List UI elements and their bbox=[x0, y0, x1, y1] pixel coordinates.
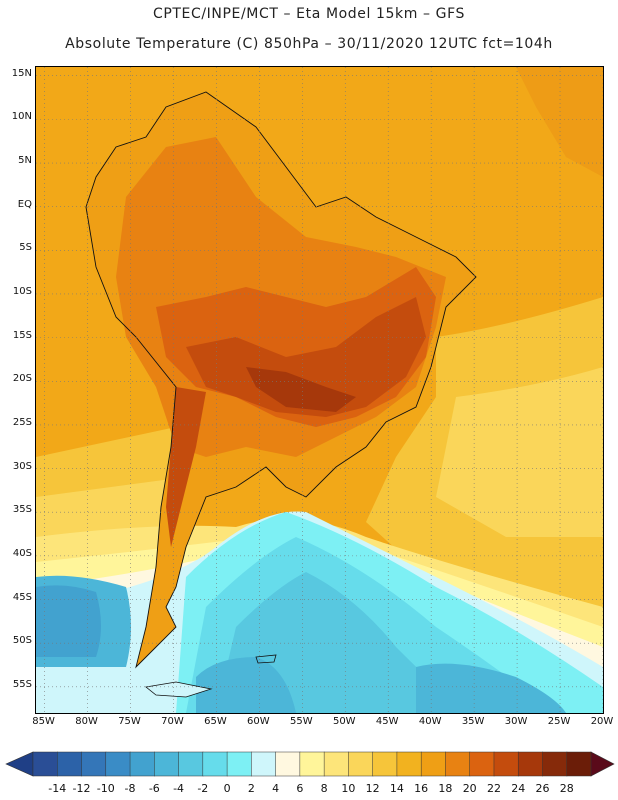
colorbar-tick-label: 4 bbox=[272, 782, 280, 795]
colorbar-tick-label: 10 bbox=[341, 782, 356, 795]
colorbar-tick-label: 26 bbox=[535, 782, 550, 795]
colorbar-tick-label: 14 bbox=[389, 782, 404, 795]
colorbar-tick-label: 28 bbox=[559, 782, 574, 795]
colorbar-segment bbox=[493, 751, 519, 777]
lat-tick-label: 5N bbox=[18, 155, 32, 167]
colorbar-tick-label: 18 bbox=[438, 782, 453, 795]
colorbar-tick-label: 12 bbox=[365, 782, 380, 795]
lat-tick-label: 15S bbox=[12, 329, 32, 341]
colorbar-segment bbox=[372, 751, 398, 777]
colorbar-tick-label: 0 bbox=[223, 782, 231, 795]
lat-tick-label: 20S bbox=[12, 373, 32, 385]
colorbar-tick-label: 8 bbox=[320, 782, 328, 795]
lat-tick-label: 25S bbox=[12, 416, 32, 428]
lon-tick-label: 65W bbox=[204, 716, 227, 727]
colorbar-segment bbox=[542, 751, 568, 777]
field-northeast-ocean bbox=[516, 67, 603, 177]
field-continent-hotter bbox=[186, 297, 426, 417]
lat-tick-label: 55S bbox=[12, 678, 32, 690]
lat-tick-label: 45S bbox=[12, 591, 32, 603]
lat-tick-label: 30S bbox=[12, 460, 32, 472]
field-pacific-colder bbox=[36, 585, 101, 657]
lon-tick-label: 40W bbox=[418, 716, 442, 727]
colorbar-tick-label: 22 bbox=[486, 782, 501, 795]
colorbar-segment bbox=[566, 751, 592, 777]
colorbar-tick-label: 6 bbox=[296, 782, 304, 795]
colorbar-tick-label: -2 bbox=[197, 782, 209, 795]
colorbar-segment bbox=[129, 751, 155, 777]
colorbar-segment bbox=[81, 751, 107, 777]
colorbar-segment bbox=[396, 751, 422, 777]
field-drake-cold bbox=[196, 657, 296, 713]
colorbar-segment bbox=[178, 751, 204, 777]
colorbar-tick-label: -4 bbox=[173, 782, 185, 795]
colorbar-segment bbox=[517, 751, 544, 777]
colorbar-segment bbox=[251, 751, 277, 777]
colorbar-segment bbox=[32, 751, 58, 777]
lon-tick-label: 50W bbox=[332, 716, 356, 727]
colorbar-segment bbox=[226, 751, 252, 777]
chart-title-line1: CPTEC/INPE/MCT – Eta Model 15km – GFS bbox=[152, 6, 466, 22]
lon-tick-label: 20W bbox=[590, 716, 614, 727]
lat-tick-label: 40S bbox=[12, 547, 32, 559]
colorbar-segment bbox=[202, 751, 228, 777]
lat-tick-label: 10S bbox=[12, 285, 32, 297]
field-south-atlantic-cold bbox=[416, 663, 566, 713]
lat-tick-label: EQ bbox=[17, 198, 32, 210]
temperature-field bbox=[36, 67, 603, 713]
lon-tick-label: 55W bbox=[290, 716, 313, 727]
colorbar-tick-label: 16 bbox=[414, 782, 429, 795]
lat-tick-label: 5S bbox=[19, 242, 32, 254]
colorbar-segment bbox=[469, 751, 495, 777]
lon-tick-label: 30W bbox=[504, 716, 528, 727]
field-andean-hot bbox=[166, 387, 206, 547]
lon-tick-label: 45W bbox=[375, 716, 399, 727]
lon-tick-label: 75W bbox=[118, 716, 141, 727]
colorbar-tick-label: 20 bbox=[462, 782, 477, 795]
coastline bbox=[85, 91, 477, 669]
colorbar-segment bbox=[445, 751, 471, 777]
lon-tick-label: 80W bbox=[75, 716, 98, 727]
colorbar-segment bbox=[105, 751, 131, 777]
lon-tick-label: 70W bbox=[161, 716, 184, 727]
colorbar-tick-label: -14 bbox=[48, 782, 67, 795]
colorbar-segment bbox=[57, 751, 83, 777]
temperature-map bbox=[35, 66, 604, 714]
lat-tick-label: 50S bbox=[12, 635, 32, 647]
lat-tick-label: 10N bbox=[11, 111, 32, 123]
colorbar bbox=[5, 751, 615, 777]
colorbar-segment bbox=[348, 751, 374, 777]
lat-tick-label: 15N bbox=[11, 67, 32, 79]
lat-tick-label: 35S bbox=[12, 504, 32, 516]
field-continent-hottest bbox=[246, 367, 356, 412]
colorbar-tick-label: -10 bbox=[96, 782, 115, 795]
colorbar-segment bbox=[323, 751, 349, 777]
colorbar-tick-label: 2 bbox=[247, 782, 255, 795]
colorbar-under-arrow bbox=[5, 751, 34, 777]
colorbar-tick-label: -6 bbox=[148, 782, 160, 795]
colorbar-tick-label: -8 bbox=[124, 782, 136, 795]
colorbar-segment bbox=[299, 751, 325, 777]
colorbar-tick-label: 24 bbox=[511, 782, 526, 795]
colorbar-over-arrow bbox=[590, 751, 615, 777]
colorbar-tick-label: -12 bbox=[72, 782, 91, 795]
chart-title-line2: Absolute Temperature (C) 850hPa – 30/11/… bbox=[65, 36, 553, 52]
gridlines bbox=[36, 67, 603, 713]
colorbar-segment bbox=[154, 751, 180, 777]
lon-tick-label: 60W bbox=[247, 716, 270, 727]
colorbar-segment bbox=[420, 751, 446, 777]
falkland-islands bbox=[255, 654, 277, 664]
lon-tick-label: 35W bbox=[461, 716, 485, 727]
field-atlantic-mild bbox=[436, 367, 603, 537]
lon-tick-label: 25W bbox=[547, 716, 571, 727]
lon-tick-label: 85W bbox=[32, 716, 55, 727]
tierra-del-fuego bbox=[145, 681, 213, 698]
colorbar-segment bbox=[275, 751, 301, 777]
